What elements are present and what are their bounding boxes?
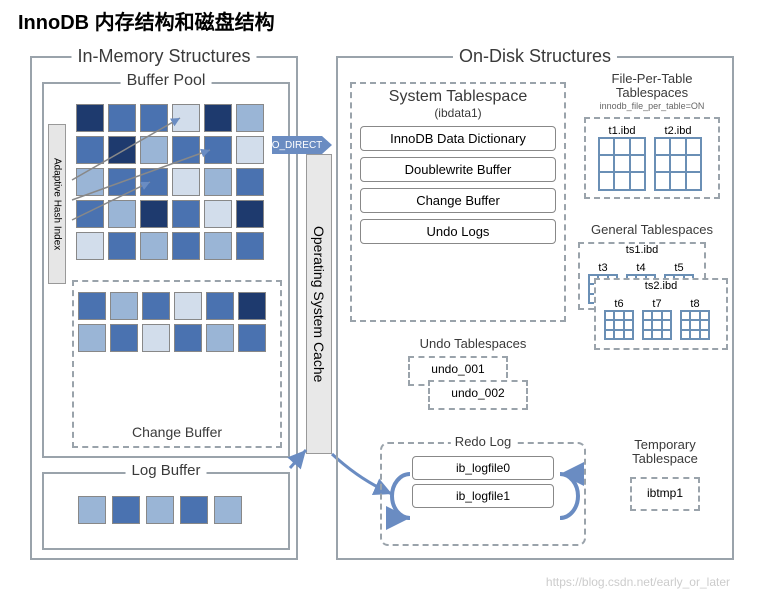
system-tablespace-item: Doublewrite Buffer [360,157,556,182]
gt-ts2-label: ts2.ibd [596,280,726,292]
tablespace-file: t8 [680,298,710,340]
fpt-box: t1.ibdt2.ibd [584,117,720,199]
gt-ts1-label: ts1.ibd [580,244,704,256]
gt-ts2-tables: t6t7t8 [600,298,714,340]
in-memory-title: In-Memory Structures [71,46,256,67]
buffer-pool-cell [76,200,104,228]
page-title: InnoDB 内存结构和磁盘结构 [18,6,275,35]
o-direct-arrow: O_DIRECT [272,136,322,154]
change-buffer-cell [174,324,202,352]
fpt-note: innodb_file_per_table=ON [576,101,728,111]
log-buffer-panel: Log Buffer [42,472,290,550]
log-buffer-cell [112,496,140,524]
buffer-pool-cell [140,168,168,196]
buffer-pool-cell [76,168,104,196]
os-cache: Operating System Cache [306,154,332,454]
undo-title: Undo Tablespaces [398,336,548,351]
buffer-pool-cell [108,104,136,132]
buffer-pool-cell [236,232,264,260]
log-buffer-title: Log Buffer [126,462,207,479]
buffer-pool-cell [108,200,136,228]
change-buffer-cell [142,324,170,352]
watermark: https://blog.csdn.net/early_or_later [546,575,730,589]
buffer-pool-title: Buffer Pool [121,72,212,90]
buffer-pool-cell [204,168,232,196]
buffer-pool-cell [204,104,232,132]
on-disk-panel: On-Disk Structures System Tablespace (ib… [336,56,734,560]
buffer-pool-cell [140,200,168,228]
buffer-pool-cell [172,104,200,132]
tablespace-file: t2.ibd [654,125,702,191]
system-tablespace-item: InnoDB Data Dictionary [360,126,556,151]
general-tablespaces: General Tablespaces ts1.ibd t3t4t5 ts2.i… [576,222,728,237]
buffer-pool-cell [76,232,104,260]
ahi-label: Adaptive Hash Index [48,124,66,284]
buffer-pool-cell [204,136,232,164]
tablespace-file: t1.ibd [598,125,646,191]
temp-tablespace: Temporary Tablespace ibtmp1 [610,438,720,511]
buffer-pool-cell [236,200,264,228]
change-buffer-cell [110,324,138,352]
tablespace-file: t6 [604,298,634,340]
change-buffer-cell [238,292,266,320]
change-buffer-cell [78,292,106,320]
system-tablespace-item: Change Buffer [360,188,556,213]
buffer-pool-cell [236,136,264,164]
log-buffer-cell [214,496,242,524]
buffer-pool-cell [204,232,232,260]
change-buffer-cell [78,324,106,352]
undo-file-2: undo_002 [428,380,528,410]
fpt-title: File-Per-Table Tablespaces [576,72,728,101]
buffer-pool-cell [172,168,200,196]
temp-title: Temporary Tablespace [610,438,720,467]
redo-log: Redo Log ib_logfile0 ib_logfile1 [380,442,586,546]
in-memory-panel: In-Memory Structures Buffer Pool Adaptiv… [30,56,298,560]
tablespace-file: t7 [642,298,672,340]
change-buffer-title: Change Buffer [132,424,222,440]
change-buffer-cell [238,324,266,352]
system-tablespace-subtitle: (ibdata1) [352,106,564,120]
log-buffer-cell [146,496,174,524]
buffer-pool-cell [204,200,232,228]
change-buffer-cell [110,292,138,320]
system-tablespace: System Tablespace (ibdata1) InnoDB Data … [350,82,566,322]
buffer-pool-cell [172,232,200,260]
buffer-pool-cell [140,232,168,260]
system-tablespace-item: Undo Logs [360,219,556,244]
buffer-pool-cell [172,136,200,164]
buffer-pool-cell [108,232,136,260]
buffer-pool-cell [172,200,200,228]
on-disk-title: On-Disk Structures [453,46,617,67]
buffer-pool-cell [108,136,136,164]
change-buffer-panel: Change Buffer [72,280,282,448]
gt-title: General Tablespaces [576,222,728,237]
temp-file: ibtmp1 [630,477,700,511]
buffer-pool-cell [140,136,168,164]
system-tablespace-title: System Tablespace [352,88,564,106]
buffer-pool-cell [76,136,104,164]
log-buffer-cell [180,496,208,524]
buffer-pool-cell [140,104,168,132]
buffer-pool-cell [236,168,264,196]
buffer-pool-panel: Buffer Pool Adaptive Hash Index Change B… [42,82,290,458]
change-buffer-cell [142,292,170,320]
buffer-pool-cell [236,104,264,132]
change-buffer-cell [174,292,202,320]
change-buffer-cell [206,292,234,320]
file-per-table: File-Per-Table Tablespaces innodb_file_p… [576,72,728,193]
fpt-files: t1.ibdt2.ibd [594,125,706,191]
redo-cycle-icon [382,444,588,548]
log-buffer-cell [78,496,106,524]
system-tablespace-items: InnoDB Data Dictionary Doublewrite Buffer… [352,126,564,244]
buffer-pool-cell [108,168,136,196]
o-direct-label: O_DIRECT [272,140,323,151]
change-buffer-cell [206,324,234,352]
undo-tablespaces: Undo Tablespaces undo_001 undo_002 [398,336,548,351]
buffer-pool-cell [76,104,104,132]
gt-ts2: ts2.ibd t6t7t8 [594,278,728,350]
